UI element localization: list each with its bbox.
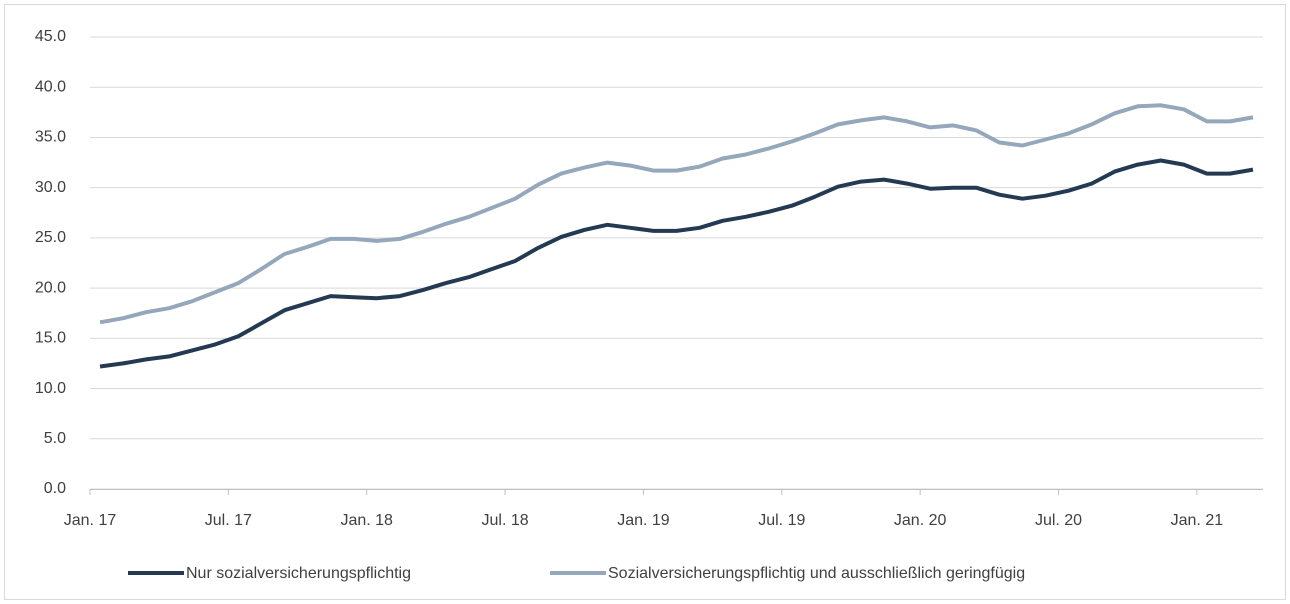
- x-tick-label: Jan. 17: [64, 512, 117, 529]
- legend-label: Nur sozialversicherungspflichtig: [186, 565, 411, 582]
- x-tick-label: Jan. 18: [340, 512, 393, 529]
- y-tick-label: 25.0: [35, 229, 66, 246]
- y-tick-label: 5.0: [44, 430, 66, 447]
- x-tick-label: Jul. 20: [1035, 512, 1082, 529]
- chart-border: [4, 4, 1286, 600]
- y-tick-label: 30.0: [35, 179, 66, 196]
- x-tick-label: Jul. 17: [205, 512, 252, 529]
- x-tick-label: Jan. 19: [617, 512, 670, 529]
- y-tick-label: 20.0: [35, 279, 66, 296]
- y-tick-label: 40.0: [35, 78, 66, 95]
- x-tick-label: Jan. 20: [894, 512, 947, 529]
- y-tick-label: 45.0: [35, 28, 66, 45]
- series-line: [99, 103, 1254, 325]
- legend-label: Sozialversicherungspflichtig und ausschl…: [608, 565, 1025, 582]
- y-tick-label: 0.0: [44, 480, 66, 497]
- y-tick-label: 35.0: [35, 129, 66, 146]
- x-tick-label: Jan. 21: [1171, 512, 1224, 529]
- series-line: [99, 158, 1254, 369]
- x-tick-label: Jul. 19: [758, 512, 805, 529]
- y-tick-label: 10.0: [35, 380, 66, 397]
- y-tick-label: 15.0: [35, 330, 66, 347]
- x-tick-label: Jul. 18: [482, 512, 529, 529]
